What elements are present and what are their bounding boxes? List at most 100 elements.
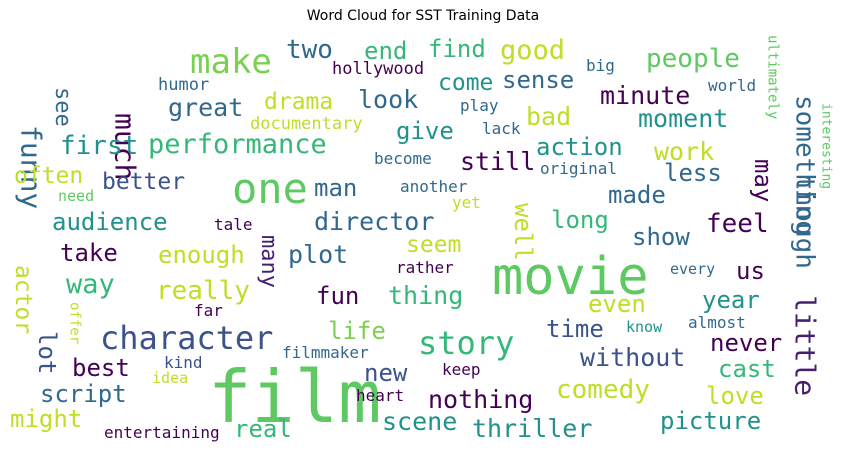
word-may: may — [749, 159, 777, 202]
word-original: original — [540, 159, 617, 178]
word-another: another — [400, 177, 468, 196]
word-lack: lack — [482, 119, 521, 138]
word-cloud: film movie one make character story little some… — [10, 35, 834, 443]
word-performance: performance — [148, 129, 327, 160]
word-work: work — [654, 137, 714, 166]
word-us: us — [736, 257, 765, 285]
word-feel: feel — [706, 209, 769, 239]
word-first: first — [60, 131, 138, 161]
word-made: made — [608, 181, 666, 209]
word-thing: thing — [388, 281, 463, 310]
word-picture: picture — [660, 407, 761, 435]
word-even: even — [588, 290, 646, 318]
word-make: make — [190, 42, 272, 82]
word-action: action — [536, 133, 623, 161]
word-well: well — [509, 203, 537, 261]
word-end: end — [364, 37, 407, 65]
word-something: something — [789, 95, 819, 236]
word-know: know — [626, 318, 663, 336]
word-big: big — [586, 56, 615, 75]
word-cast: cast — [718, 355, 776, 383]
word-moment: moment — [638, 104, 728, 133]
word-thriller: thriller — [472, 414, 592, 443]
word-give: give — [396, 117, 454, 145]
word-seem: seem — [406, 232, 461, 258]
word-year: year — [702, 286, 760, 314]
word-lot: lot — [33, 331, 61, 374]
word-need: need — [58, 187, 94, 205]
word-without: without — [580, 343, 685, 372]
word-new: new — [364, 359, 408, 387]
word-bad: bad — [526, 102, 571, 131]
word-though: though — [789, 175, 819, 269]
word-look: look — [358, 85, 418, 114]
word-rather: rather — [396, 258, 454, 277]
word-way: way — [66, 269, 115, 300]
word-audience: audience — [52, 208, 168, 236]
word-story: story — [418, 324, 514, 362]
word-love: love — [706, 382, 764, 410]
word-idea: idea — [152, 369, 188, 387]
word-often: often — [14, 163, 83, 189]
word-best: best — [72, 354, 130, 382]
chart-title: Word Cloud for SST Training Data — [306, 8, 540, 24]
word-really: really — [156, 276, 250, 306]
word-world: world — [708, 76, 756, 95]
word-actor: actor — [10, 265, 36, 334]
word-take: take — [60, 239, 118, 267]
word-enough: enough — [158, 241, 245, 269]
word-better: better — [102, 169, 185, 195]
word-entertaining: entertaining — [104, 423, 220, 442]
word-comedy: comedy — [556, 375, 650, 405]
word-kind: kind — [164, 353, 203, 372]
word-yet: yet — [452, 193, 481, 212]
word-two: two — [286, 35, 333, 65]
word-interesting: interesting — [819, 103, 834, 189]
word-good: good — [500, 35, 565, 66]
word-much: much — [108, 113, 141, 180]
word-scene: scene — [382, 407, 457, 436]
word-people: people — [646, 44, 740, 74]
word-come: come — [438, 70, 493, 96]
word-little: little — [788, 295, 821, 396]
word-far: far — [194, 301, 223, 320]
word-might: might — [10, 405, 82, 433]
word-see: see — [50, 87, 75, 127]
word-fun: fun — [316, 282, 359, 310]
word-time: time — [546, 315, 604, 343]
word-offer: offer — [67, 302, 83, 344]
word-play: play — [460, 96, 499, 115]
word-ultimately: ultimately — [765, 35, 781, 119]
word-great: great — [168, 93, 243, 122]
word-director: director — [314, 207, 434, 236]
word-real: real — [234, 415, 292, 443]
word-sense: sense — [502, 66, 574, 94]
word-become: become — [374, 149, 432, 168]
word-less: less — [664, 159, 722, 187]
word-find: find — [428, 35, 486, 63]
word-humor: humor — [158, 75, 209, 95]
word-plot: plot — [288, 240, 348, 269]
word-filmmaker: filmmaker — [282, 343, 369, 362]
word-keep: keep — [442, 360, 481, 379]
word-hollywood: hollywood — [332, 59, 424, 79]
word-drama: drama — [264, 89, 333, 115]
word-show: show — [632, 223, 690, 251]
word-almost: almost — [688, 313, 746, 332]
word-funny: funny — [14, 125, 47, 209]
word-documentary: documentary — [250, 114, 363, 134]
word-life: life — [328, 317, 386, 345]
word-minute: minute — [600, 81, 690, 110]
word-every: every — [670, 260, 715, 278]
word-one: one — [232, 164, 308, 213]
word-nothing: nothing — [428, 385, 533, 414]
word-film: film — [208, 355, 381, 439]
word-long: long — [551, 206, 609, 234]
word-script: script — [40, 380, 127, 408]
word-character: character — [100, 319, 273, 357]
word-movie: movie — [492, 247, 649, 307]
word-man: man — [314, 174, 357, 202]
word-many: many — [256, 235, 281, 288]
word-heart: heart — [356, 386, 404, 405]
word-still: still — [460, 147, 535, 176]
